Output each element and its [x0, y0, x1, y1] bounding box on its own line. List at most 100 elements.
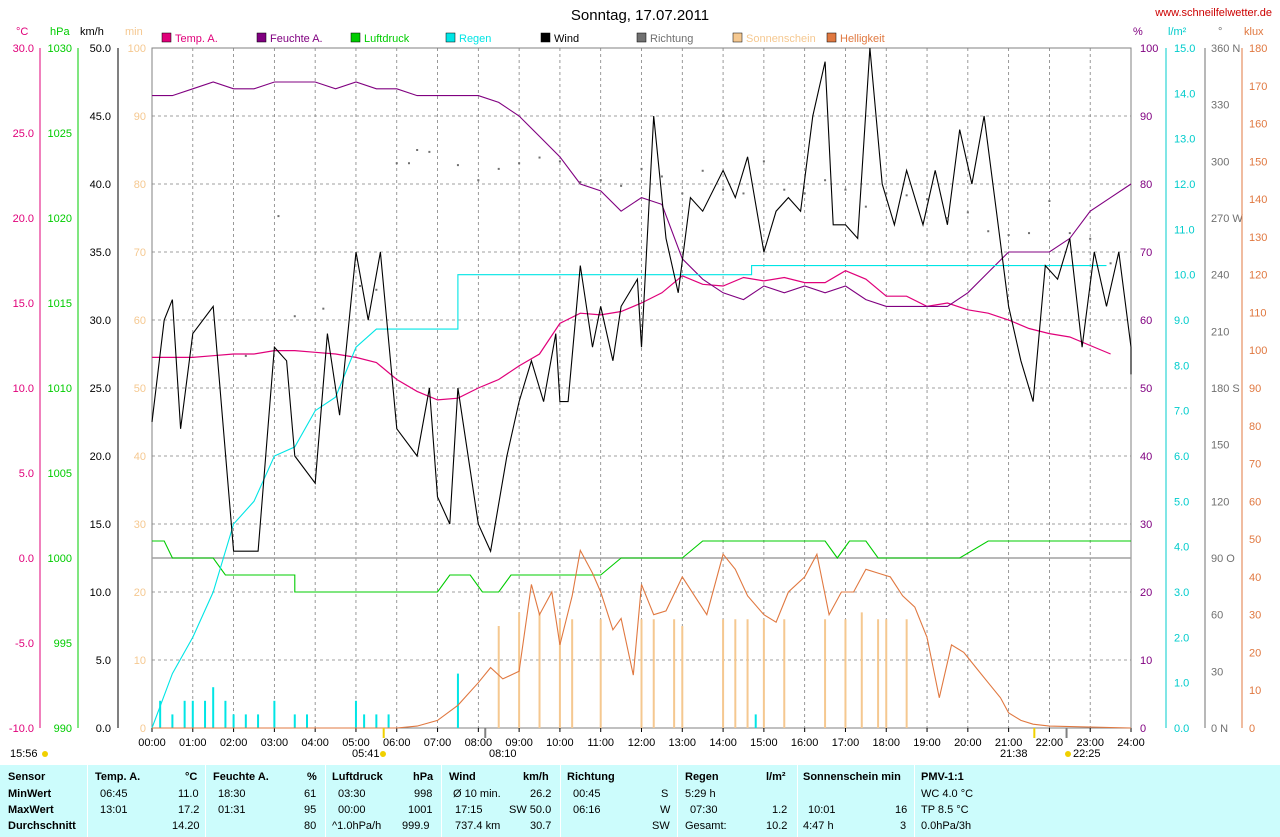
temp-tick-label: 20.0 [13, 213, 34, 225]
direction-dot [558, 160, 561, 163]
rain-tick-label: 6.0 [1174, 451, 1189, 463]
legend-swatch [350, 32, 361, 43]
sun-tick-label: 90 [134, 111, 146, 123]
klux-tick-label: 50 [1249, 534, 1261, 546]
hum-avg-value: 80 [304, 820, 317, 832]
sun-max-time: 10:01 [808, 804, 836, 816]
rain-tick-label: 0.0 [1174, 723, 1189, 735]
time-tick-label: 17:00 [832, 737, 860, 749]
klux-tick-label: 0 [1249, 723, 1255, 735]
series-line-luftdruck [152, 540, 1131, 593]
direction-dot [428, 150, 431, 153]
time-tick-label: 23:00 [1076, 737, 1104, 749]
legend-label: Luftdruck [364, 33, 410, 45]
moon-icon [42, 751, 48, 757]
direction-dot [518, 162, 521, 165]
press-avg-value: 999.9 [402, 820, 430, 832]
direction-dot [375, 288, 378, 291]
time-tick-label: 00:00 [138, 737, 166, 749]
time-tick-label: 07:00 [424, 737, 452, 749]
pressure-tick-label: 1005 [48, 468, 72, 480]
time-tick-label: 08:00 [465, 737, 493, 749]
direction-dot [926, 198, 929, 201]
hum-max-time: 01:31 [218, 804, 246, 816]
temp-max-value: 17.2 [178, 804, 200, 816]
direction-dot [783, 188, 786, 191]
sun-max-value: 16 [895, 804, 908, 816]
direction-dot [701, 169, 704, 172]
direction-dot [538, 156, 541, 159]
wind-tick-label: 40.0 [90, 179, 111, 191]
humidity-tick-label: 70 [1140, 247, 1152, 259]
direction-dot [456, 164, 459, 167]
direction-dot [946, 217, 949, 219]
wind-tick-label: 10.0 [90, 587, 111, 599]
time-tick-label: 18:00 [872, 737, 900, 749]
time-tick-label: 03:00 [261, 737, 289, 749]
hum-min-value: 61 [304, 788, 317, 800]
wind-tick-label: 5.0 [96, 655, 111, 667]
legend-label: Regen [459, 33, 491, 45]
direction-dot [497, 167, 500, 170]
legend-label: Richtung [650, 33, 693, 45]
rain-tick-label: 3.0 [1174, 587, 1189, 599]
rain-duration: 5:29 h [685, 788, 716, 800]
klux-tick-label: 160 [1249, 119, 1267, 131]
klux-tick-label: 60 [1249, 496, 1261, 508]
stats-unit-wind: km/h [523, 771, 549, 783]
wind-tick-label: 20.0 [90, 451, 111, 463]
moonset-icon [1065, 751, 1071, 757]
sun-unit-label: min [125, 26, 143, 38]
press-max-time: 00:00 [338, 804, 366, 816]
wind-tick-label: 50.0 [90, 43, 111, 55]
rain-tick-label: 14.0 [1174, 88, 1195, 100]
klux-tick-label: 20 [1249, 647, 1261, 659]
wind-tick-label: 25.0 [90, 383, 111, 395]
dir-value-1: S [661, 788, 669, 800]
humidity-tick-label: 10 [1140, 655, 1152, 667]
pressure-unit-label: hPa [50, 26, 70, 38]
dir-tick-label: 240 [1211, 270, 1229, 282]
sun-tick-label: 80 [134, 179, 146, 191]
stats-header-humidity: Feuchte A. [213, 771, 269, 783]
legend-label: Temp. A. [175, 33, 218, 45]
klux-tick-label: 180 [1249, 43, 1267, 55]
press-trend: ^1.0hPa/h [332, 820, 382, 832]
time-tick-label: 15:00 [750, 737, 778, 749]
direction-dot [803, 192, 806, 195]
sun-tick-label: 30 [134, 519, 146, 531]
stats-unit-humidity: % [307, 771, 317, 783]
wind-max-value: SW 50.0 [509, 804, 552, 816]
rain-tick-label: 8.0 [1174, 360, 1189, 372]
humidity-tick-label: 90 [1140, 111, 1152, 123]
time-tick-label: 06:00 [383, 737, 411, 749]
direction-dot [244, 354, 247, 357]
time-tick-label: 20:00 [954, 737, 982, 749]
rain-total-value: 10.2 [766, 820, 788, 832]
press-min-value: 998 [414, 788, 433, 800]
legend-label: Feuchte A. [270, 33, 323, 45]
hum-min-time: 18:30 [218, 788, 246, 800]
humidity-tick-label: 60 [1140, 315, 1152, 327]
statistics-panel: Sensor MinWert MaxWert Durchschnitt Temp… [0, 765, 1280, 837]
series-line-helligkeit [152, 548, 1132, 729]
rain-unit-label: l/m² [1168, 26, 1187, 38]
dir-tick-label: 360 N [1211, 43, 1240, 55]
weather-chart: Sonntag, 17.07.2011 www.schneilfelwetter.… [9, 7, 1272, 760]
pressure-tick-label: 1030 [48, 43, 72, 55]
direction-dot [660, 175, 663, 178]
direction-dot [277, 215, 280, 218]
wind-max-time: 17:15 [455, 804, 483, 816]
rain-tick-label: 13.0 [1174, 134, 1195, 146]
legend-label: Helligkeit [840, 33, 885, 45]
chart-title: Sonntag, 17.07.2011 [571, 7, 709, 24]
time-tick-label: 04:00 [301, 737, 329, 749]
humidity-tick-label: 40 [1140, 451, 1152, 463]
min-temp-time-label: 08:10 [489, 748, 517, 760]
stats-header-pmv: PMV-1:1 [921, 771, 964, 783]
pressure-tick-label: 1000 [48, 553, 72, 565]
legend-swatch [161, 32, 172, 43]
temp-min-value: 11.0 [178, 788, 199, 800]
dir-tick-label: 60 [1211, 610, 1223, 622]
rain-tick-label: 12.0 [1174, 179, 1195, 191]
